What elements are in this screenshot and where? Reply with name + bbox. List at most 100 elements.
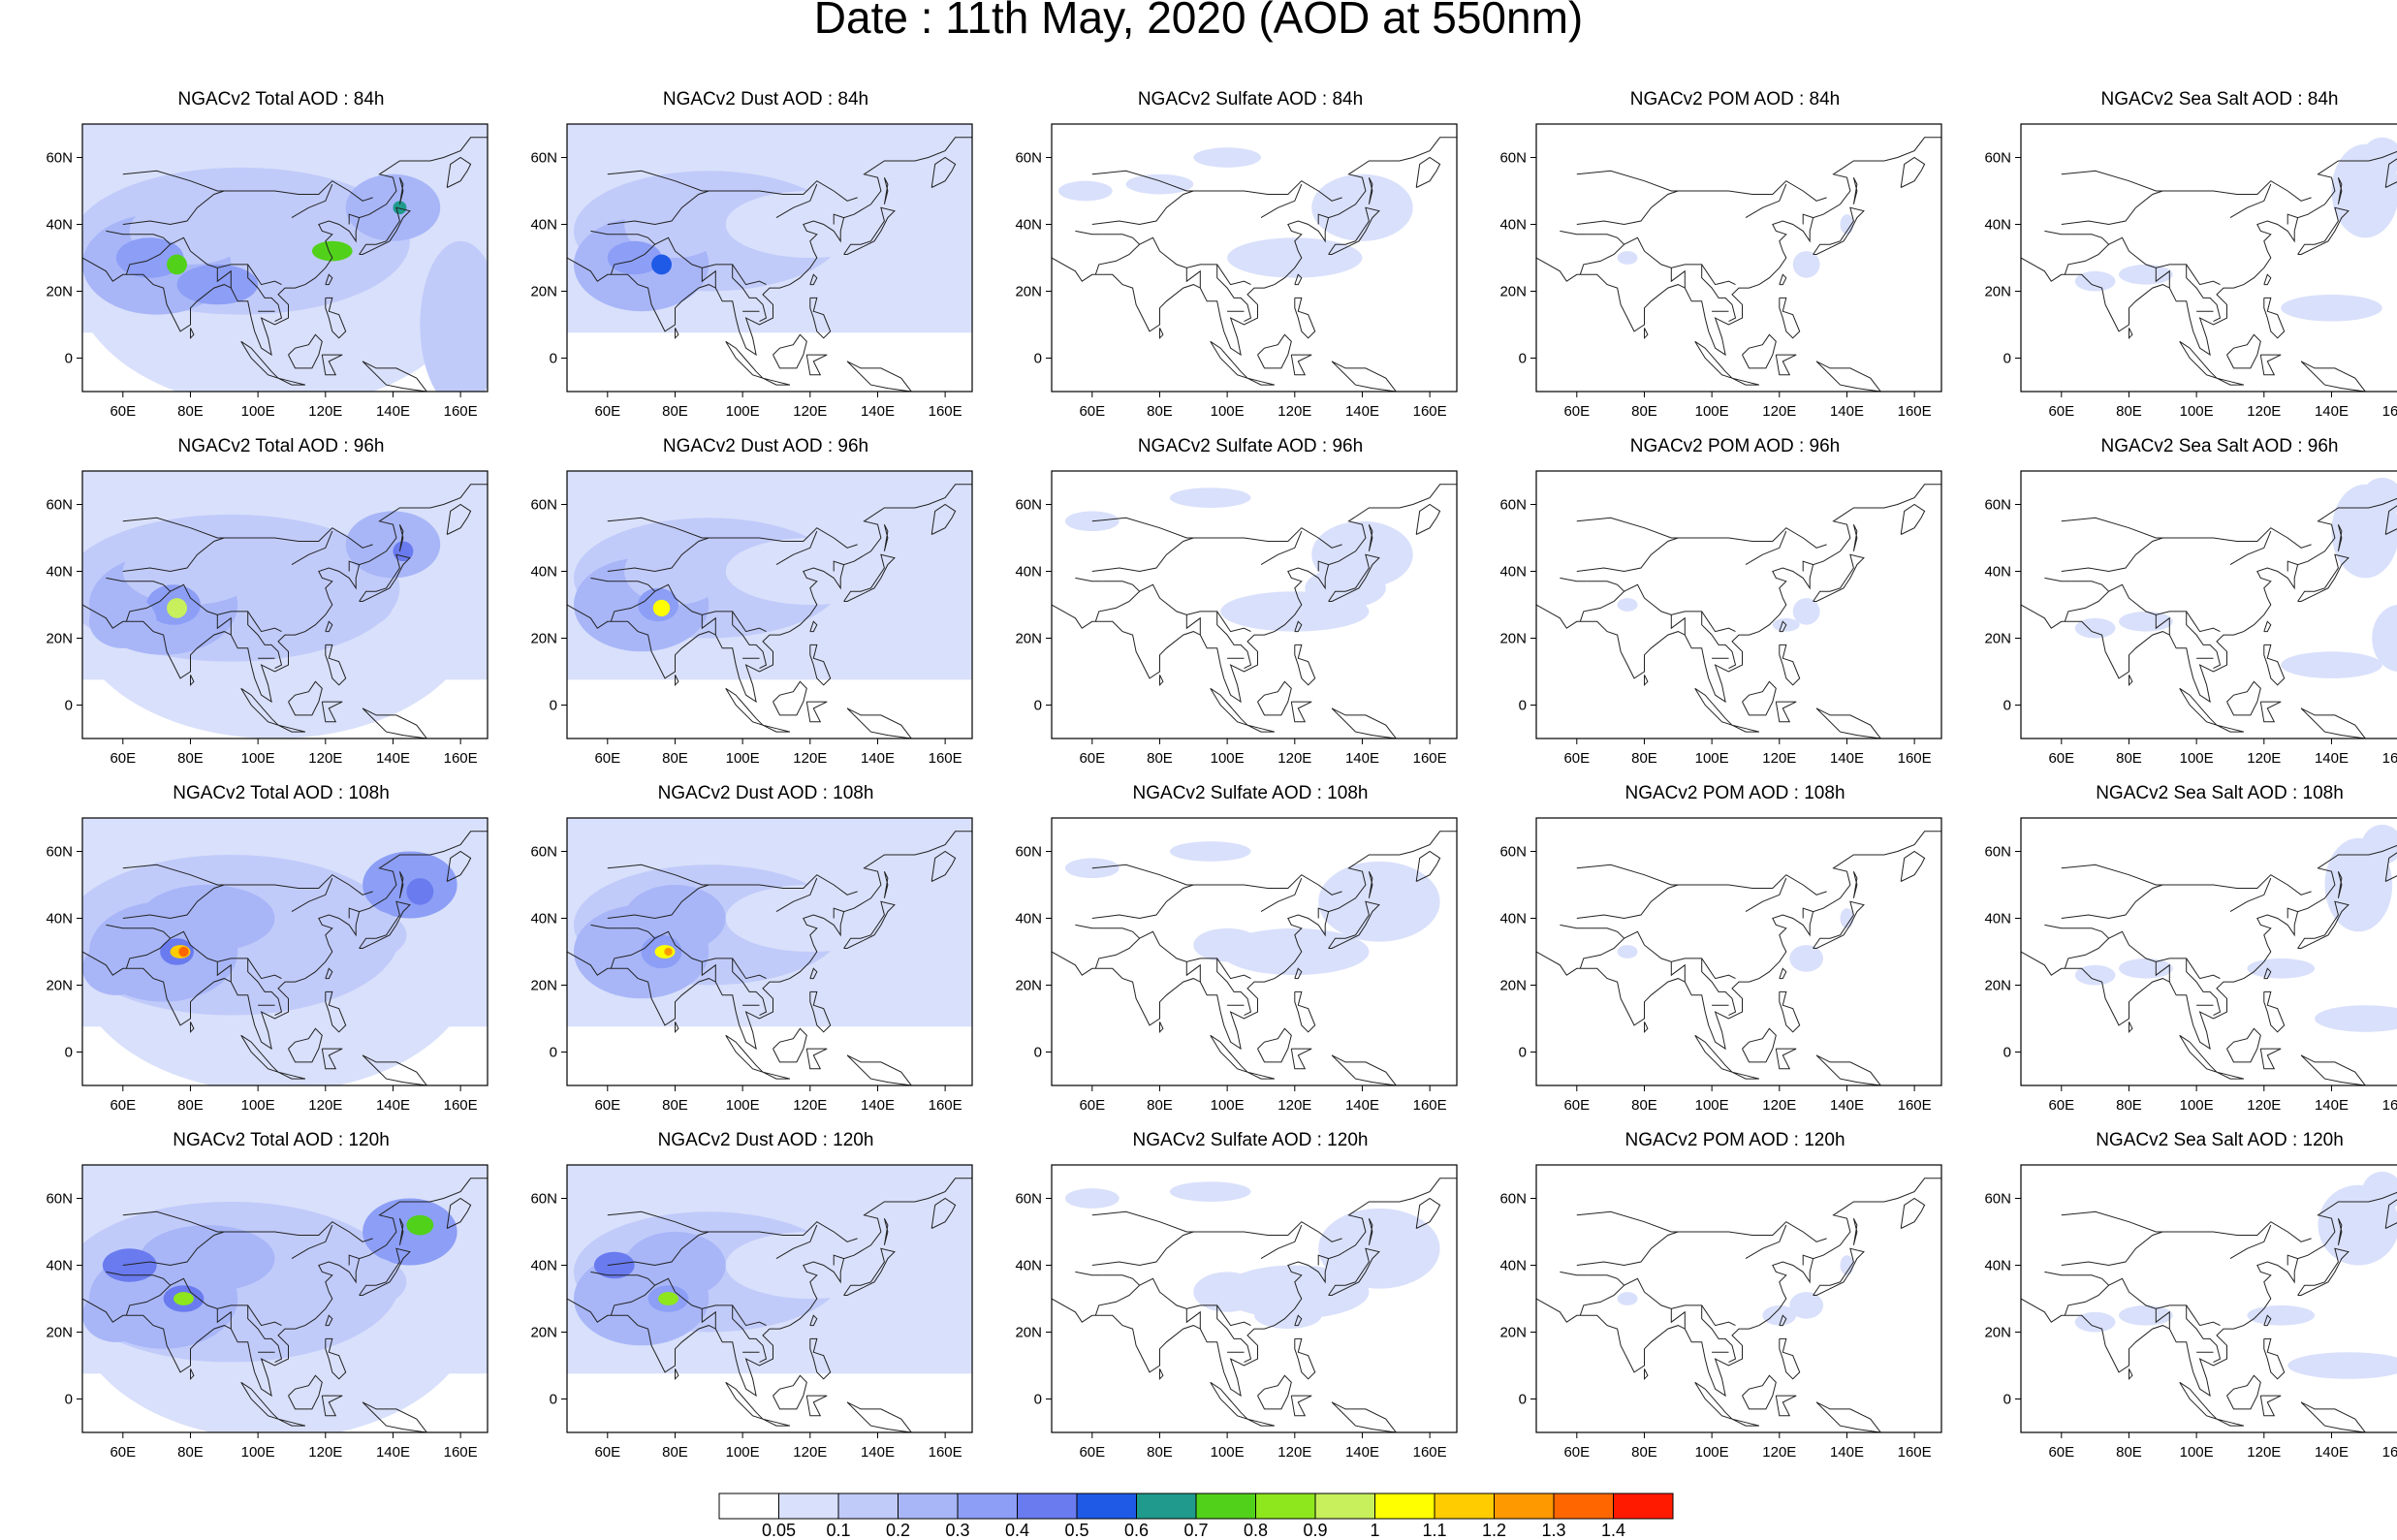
lat-tick-label: 0 [1034,351,1042,367]
coastline [2064,581,2110,622]
aod-shade [861,1208,962,1309]
coastline [1731,377,1760,386]
coastline [1094,1274,1141,1316]
aod-shade [82,941,150,995]
coastline [809,990,832,1033]
lon-tick-label: 140E [1345,1097,1379,1114]
coastline [1670,267,1686,289]
coastline [1328,553,1380,602]
map-frame [566,817,973,1086]
aod-shade [1220,1265,1370,1319]
coastline [930,503,957,535]
lon-tick-label: 100E [2180,1097,2214,1114]
lon-tick-label: 60E [1563,1097,1590,1114]
lon-tick-label: 60E [1563,403,1590,420]
lon-tick-label: 160E [1898,1097,1932,1114]
panel-title: NGACv2 POM AOD : 96h [1629,436,1841,456]
coastline [762,1071,791,1080]
lon-tick-label: 60E [594,1444,620,1461]
lon-tick-label: 160E [1413,403,1447,420]
coastline [732,264,768,323]
aod-shade [1064,1188,1120,1209]
coastline [362,361,427,392]
page-title: Date : 11th May, 2020 (AOD at 550nm) [813,0,1584,43]
coastline [930,1197,957,1229]
map-frame [1535,470,1942,739]
coastline [1246,377,1276,386]
coastline [1779,990,1801,1033]
aod-shade [725,885,895,952]
aod-shade [345,511,441,579]
lat-tick-label: 20N [1499,1325,1527,1341]
coastline [1075,577,1103,582]
coastline [1260,1224,1303,1260]
lon-tick-label: 160E [2382,403,2397,420]
coastline [82,831,488,1051]
coastline [122,884,225,920]
coastline [446,1197,472,1229]
coastline [805,701,828,723]
lat-tick-label: 40N [46,911,73,927]
coastline [125,1274,172,1316]
coastline [1294,297,1316,339]
aod-shade [311,1255,407,1309]
aod-shade [1169,841,1251,862]
coastline [762,377,791,386]
coastline [2226,1027,2261,1063]
coastline [106,230,134,236]
lon-tick-label: 120E [2247,750,2281,767]
lon-tick-label: 120E [1277,750,1311,767]
panel-title: NGACv2 Sulfate AOD : 84h [1137,89,1364,110]
coastline [2155,267,2170,289]
lat-tick-label: 0 [1034,698,1042,714]
lat-tick-label: 0 [65,1045,73,1061]
coastline [1701,611,1737,670]
lon-tick-label: 160E [2382,750,2397,767]
coastline [1815,707,1881,739]
coastline [805,354,828,376]
aod-shade [1840,214,1854,235]
coastline [2108,583,2221,633]
colorbar-label: 0.1 [826,1521,851,1540]
lon-tick-label: 140E [1345,750,1379,767]
aod-map: 60E 80E 100E 120E 140E 160E 60N 40N 20N 0 [1499,817,1942,1114]
aod-field [1536,831,1941,1085]
coastline [1624,236,1736,286]
coastline [1815,361,1881,392]
lon-tick-label: 80E [2116,750,2142,767]
aod-shade [1169,487,1251,508]
coastline [1579,234,1625,275]
coastline [1745,530,1787,566]
coastline [846,1401,912,1432]
lon-tick-label: 100E [1211,403,1245,420]
coastline [1900,156,1926,188]
coastline [1624,1277,1736,1327]
aod-shade [1193,147,1261,168]
coastline [82,1178,488,1398]
coastline [1742,1027,1777,1063]
coastline [1257,1374,1292,1410]
coastline [1731,724,1760,733]
colorbar-label: 1.4 [1600,1521,1626,1540]
lon-tick-label: 60E [2048,1097,2074,1114]
coastline [1290,1395,1312,1417]
coastline [170,583,282,633]
lat-tick-label: 40N [1499,1258,1527,1274]
lon-tick-label: 100E [1211,750,1245,767]
lon-tick-label: 80E [2116,1097,2142,1114]
coastline [567,1178,972,1398]
coastline [2263,1337,2286,1380]
map-panel-seasalt-84h: NGACv2 Sea Salt AOD : 84h 60E 80E 100E 120E 1… [1977,89,2397,436]
coastline [2108,930,2221,980]
map-panel-seasalt-120h: NGACv2 Sea Salt AOD : 120h 60E 80E 100E 120E… [1977,1130,2397,1477]
coastline [2263,1314,2272,1327]
lat-tick-label: 60N [46,1191,73,1208]
coastline [2263,297,2286,339]
lon-tick-label: 120E [308,750,342,767]
coastline [277,724,306,733]
lat-tick-label: 0 [2003,1045,2011,1061]
panel-title: NGACv2 Total AOD : 96h [177,436,385,456]
aod-shade [1305,568,1386,609]
lon-tick-label: 80E [2116,403,2142,420]
